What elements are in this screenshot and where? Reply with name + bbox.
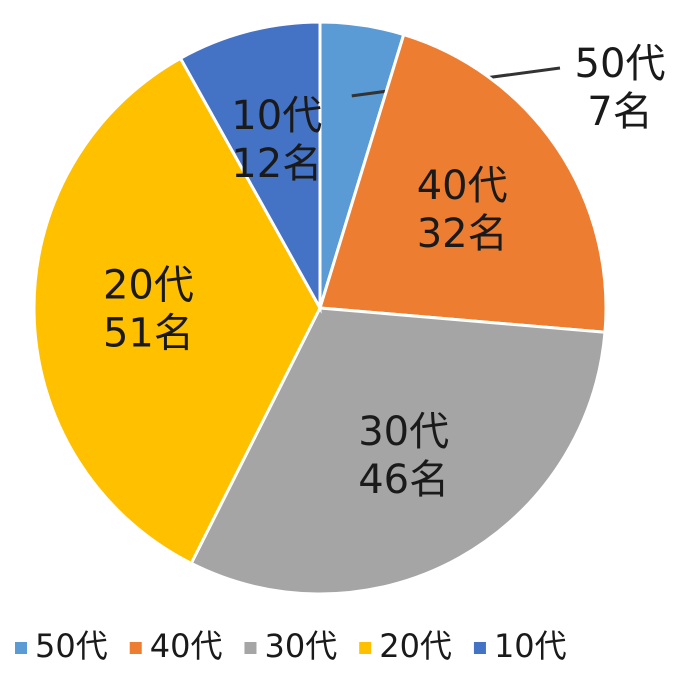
data-label-category: 10代 [231,93,322,139]
data-label-value: 46名 [358,457,449,503]
data-label-value: 7名 [587,89,652,135]
pie-slice [189,306,607,596]
legend-swatch [129,642,142,654]
legend-label: 10代 [494,627,567,665]
legend-swatch [473,642,486,654]
legend-label: 40代 [150,627,223,665]
legend-label: 50代 [35,627,108,665]
legend-swatch [359,642,372,654]
data-label-value: 12名 [231,141,322,187]
pie-slice [318,32,608,334]
data-label-value: 51名 [103,311,194,357]
data-label-category: 20代 [103,263,194,309]
data-label-category: 50代 [575,41,666,87]
data-label-category: 30代 [358,409,449,455]
legend-label: 20代 [379,627,452,665]
data-label-category: 40代 [417,163,508,209]
pie-slice [178,20,322,314]
pie-slice [32,56,322,566]
legend-label: 30代 [264,627,337,665]
legend-swatch [244,642,257,654]
legend-swatch [15,642,27,654]
data-label-value: 32名 [417,211,508,257]
